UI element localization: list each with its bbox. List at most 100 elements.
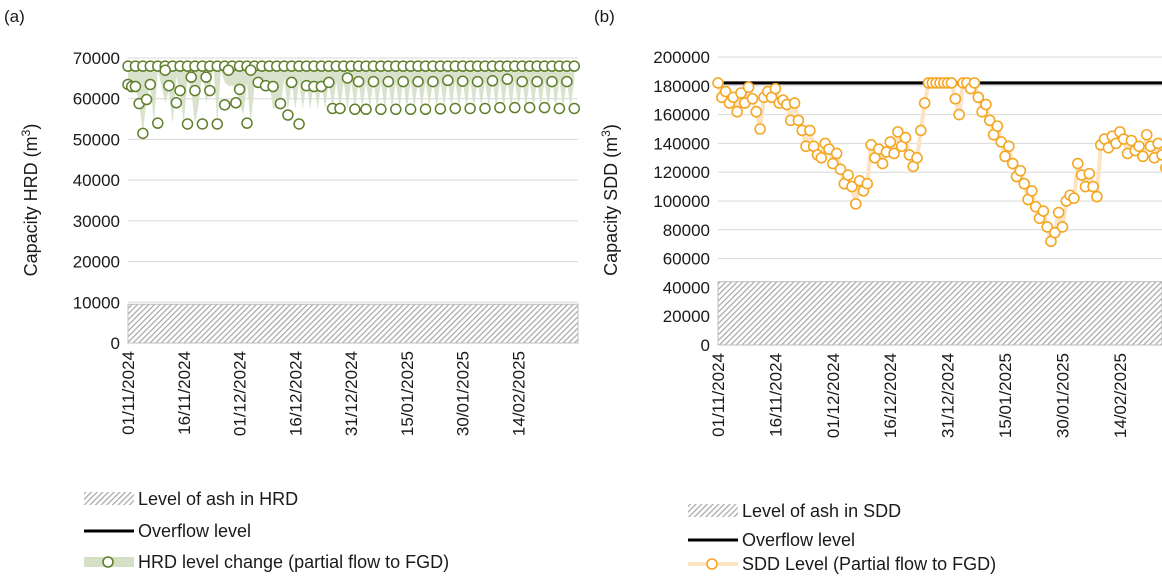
sdd-level-marker <box>742 81 755 94</box>
x-tick-label: 15/01/2025 <box>996 353 1015 438</box>
level-marker <box>479 102 491 115</box>
sdd-level-marker <box>911 152 923 164</box>
sdd-level-marker <box>945 77 958 89</box>
sdd-level-marker <box>1091 190 1103 203</box>
y-tick-label: 100000 <box>653 192 710 211</box>
sdd-level-marker <box>1052 206 1065 219</box>
sdd-level-marker <box>846 180 858 193</box>
level-marker <box>553 102 566 115</box>
y-tick-label: 0 <box>111 334 120 353</box>
level-marker <box>375 103 387 116</box>
level-marker <box>397 75 409 88</box>
sdd-level-marker <box>915 124 927 137</box>
sdd-level-marker <box>1083 167 1096 180</box>
x-tick-label: 30/01/2025 <box>454 351 473 436</box>
level-marker <box>140 93 153 106</box>
level-marker <box>464 102 476 115</box>
sdd-level-marker <box>1137 150 1149 163</box>
x-tick-labels: 01/11/2024 16/11/2024 01/12/2024 16/12/2024… <box>119 351 528 436</box>
x-tick-label: 30/01/2025 <box>1053 353 1072 438</box>
x-tick-label: 16/11/2024 <box>766 353 785 437</box>
panel-label: (b) <box>594 7 615 26</box>
y-tick-label: 40000 <box>73 171 120 190</box>
level-marker <box>352 75 365 88</box>
legend-marker-swatch <box>706 558 718 570</box>
level-marker <box>501 73 514 85</box>
sdd-level-marker <box>1125 134 1138 147</box>
level-marker <box>267 80 279 93</box>
sdd-level-marker <box>746 92 759 105</box>
x-tick-label: 01/12/2024 <box>231 351 250 436</box>
y-tick-label: 30000 <box>73 212 120 231</box>
sdd-level-marker <box>899 131 912 144</box>
sdd-level-marker <box>1068 192 1080 204</box>
level-marker <box>341 72 354 84</box>
level-marker <box>204 84 216 97</box>
level-marker <box>189 84 201 97</box>
level-marker <box>538 101 551 114</box>
level-marker <box>412 75 424 88</box>
level-marker <box>137 127 149 140</box>
level-marker <box>285 76 298 89</box>
y-tick-label: 20000 <box>73 253 120 272</box>
y-tick-label: 20000 <box>663 307 710 326</box>
level-marker <box>486 75 499 87</box>
x-tick-label: 31/12/2024 <box>939 353 958 438</box>
level-marker <box>152 117 164 129</box>
level-marker <box>531 75 543 88</box>
level-marker <box>471 75 484 88</box>
x-tick-label: 31/12/2024 <box>342 351 361 436</box>
sdd-level-marker <box>788 97 801 109</box>
sdd-level-marker <box>769 82 782 95</box>
sdd-level-marker <box>1026 185 1038 197</box>
ash-level-area <box>717 281 1162 346</box>
level-marker <box>568 102 581 115</box>
sdd-level-marker <box>861 177 874 190</box>
level-marker <box>211 118 224 130</box>
level-marker <box>274 97 287 110</box>
level-marker <box>185 71 197 83</box>
sdd-level-marker <box>731 105 743 118</box>
level-marker <box>244 64 257 76</box>
y-tick-labels: 0 20000 40000 60000 80000 100000 120000 140000 1… <box>653 48 710 355</box>
legend-marker-swatch <box>102 556 114 568</box>
y-tick-label: 70000 <box>73 49 120 68</box>
level-marker <box>144 78 157 91</box>
legend-label: Overflow level <box>742 530 855 550</box>
sdd-level-marker <box>1037 205 1050 217</box>
sdd-level-marker <box>1087 180 1099 193</box>
panel-label: (a) <box>4 7 25 26</box>
level-marker <box>546 75 558 88</box>
level-marker <box>241 117 253 129</box>
level-marker <box>449 102 462 115</box>
y-tick-label: 10000 <box>73 293 120 312</box>
sdd-level-marker <box>991 120 1004 132</box>
level-marker <box>419 103 432 116</box>
level-marker <box>129 80 142 93</box>
sdd-level-marker <box>892 126 904 138</box>
y-tick-label: 120000 <box>653 163 710 182</box>
y-tick-label: 180000 <box>653 77 710 96</box>
level-marker <box>494 101 506 114</box>
sdd-level-marker <box>953 108 965 121</box>
sdd-level-marker <box>949 92 962 105</box>
level-change-band-area <box>128 66 575 134</box>
sdd-level-marker <box>792 114 805 127</box>
sdd-level-marker <box>1071 157 1084 170</box>
chart-panel-a: (a) Capacity HRD (m3) 0 10000 20000 30000 40… <box>4 7 581 572</box>
y-tick-label: 0 <box>701 336 710 355</box>
level-change-markers <box>122 60 581 140</box>
level-change-band <box>128 66 575 134</box>
sdd-level-marker <box>830 147 843 160</box>
sdd-level-marker <box>980 98 992 111</box>
sdd-level-marker <box>1003 140 1015 153</box>
level-marker <box>222 64 235 76</box>
level-marker <box>442 74 454 87</box>
level-marker-top <box>568 60 581 72</box>
sdd-level-marker <box>1152 137 1162 150</box>
x-tick-label: 14/02/2025 <box>509 351 528 436</box>
level-marker <box>233 83 246 96</box>
legend-hatch-swatch <box>688 504 738 517</box>
sdd-level-marker <box>1049 226 1061 239</box>
